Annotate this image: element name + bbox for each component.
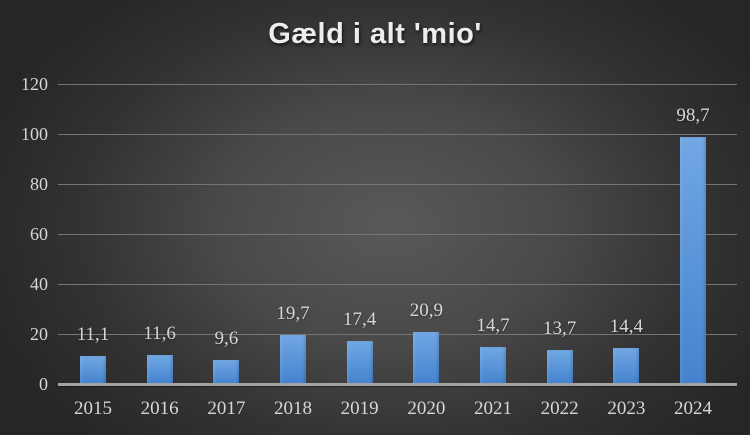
x-axis-tick-label: 2020 [407, 398, 446, 419]
bar [146, 355, 173, 384]
bar-value-label: 9,6 [214, 328, 239, 349]
gridline [58, 234, 737, 235]
x-axis-tick-label: 2021 [474, 398, 512, 419]
bar [480, 347, 506, 384]
bar-value-label: 98,7 [676, 105, 710, 127]
y-axis-tick-label: 120 [21, 74, 48, 94]
bar-value-label: 11,1 [76, 324, 110, 346]
gridline [58, 84, 737, 85]
x-axis-tick-label: 2019 [340, 398, 379, 419]
bar-value-label: 13,7 [543, 317, 577, 339]
x-axis-line [58, 383, 737, 386]
gridline [58, 134, 737, 135]
x-axis-tick-label: 2023 [607, 398, 646, 419]
gridline [58, 184, 737, 185]
chart-title: Gæld i alt 'mio' [268, 18, 482, 50]
bar-value-label: 19,7 [276, 302, 310, 324]
bar-value-label: 17,4 [343, 308, 377, 330]
y-axis-tick-label: 40 [30, 274, 48, 294]
bar [213, 360, 240, 384]
x-axis-tick-label: 2018 [274, 398, 312, 419]
x-axis-tick-label: 2022 [540, 398, 579, 419]
bar-value-label: 11,6 [143, 323, 176, 344]
y-axis-tick-label: 60 [30, 224, 48, 244]
gridline [58, 284, 737, 285]
y-axis-tick-label: 20 [30, 324, 48, 344]
bar [613, 348, 640, 384]
bar-value-label: 14,7 [476, 315, 510, 337]
bar [546, 349, 573, 384]
gridline [58, 334, 737, 335]
x-axis-tick-label: 2016 [140, 398, 179, 419]
x-axis-tick-label: 2015 [74, 398, 112, 419]
y-axis-tick-label: 100 [21, 124, 48, 144]
bar [413, 331, 440, 384]
x-axis-tick-label: 2017 [207, 398, 246, 419]
y-axis-tick-label: 80 [30, 174, 48, 194]
bar [346, 340, 373, 384]
bar [680, 137, 706, 384]
bar [280, 334, 306, 384]
bar-value-label: 20,9 [409, 299, 443, 321]
x-axis-tick-label: 2024 [674, 398, 712, 419]
bar-value-label: 14,4 [609, 316, 643, 337]
bar [80, 356, 106, 384]
y-axis-tick-label: 0 [39, 374, 48, 394]
